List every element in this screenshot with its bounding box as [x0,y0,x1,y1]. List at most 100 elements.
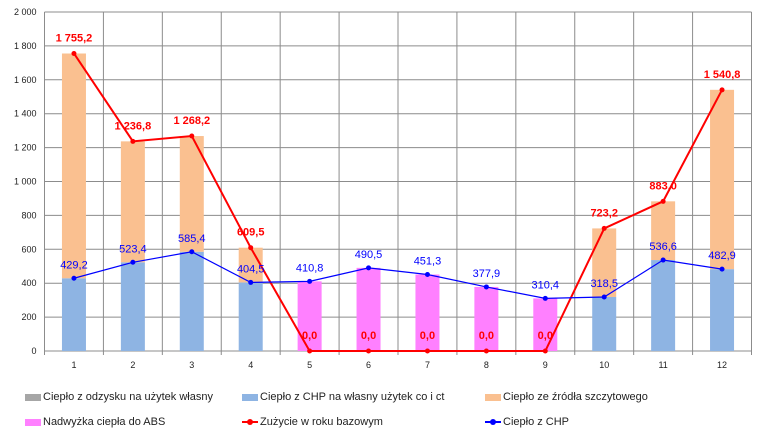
legend-swatch [25,393,41,401]
x-tick-label: 10 [599,360,609,370]
data-point [366,265,372,271]
bar-segment [61,53,86,279]
legend-label: Nadwyżka ciepła do ABS [43,416,166,428]
bar-segment [179,251,204,351]
data-point [719,266,725,272]
data-point [719,87,725,93]
data-label: 310,4 [532,279,560,291]
y-tick-label: 200 [21,312,36,322]
data-label: 1 540,8 [704,69,741,81]
data-label: 0,0 [479,330,494,342]
bar-segment [120,141,145,263]
data-point [424,348,430,354]
data-point [189,249,195,255]
y-tick-label: 1 200 [14,143,37,153]
y-tick-label: 600 [21,244,36,254]
bar-segment [238,282,263,351]
data-point [542,295,548,301]
bar-segment [474,286,499,351]
y-tick-label: 1 000 [14,177,37,187]
data-label: 318,5 [590,278,618,290]
data-point [130,259,136,265]
data-point [248,245,254,251]
bar-segment [415,274,440,351]
data-point [424,272,430,278]
y-tick-label: 1 600 [14,75,37,85]
data-point [71,50,77,56]
data-point [483,348,489,354]
data-label: 609,5 [237,227,265,239]
data-label: 482,9 [708,250,736,262]
data-label: 1 268,2 [173,115,210,127]
data-label: 0,0 [302,330,317,342]
legend-line-marker [485,419,501,425]
x-tick-label: 1 [71,360,76,370]
data-label: 404,5 [237,263,265,275]
legend-label: Zużycie w roku bazowym [260,416,383,428]
legend-line-marker [242,419,258,425]
legend-label: Ciepło z odzysku na użytek własny [43,391,213,403]
legend-item: Ciepło z CHP na własny użytek co i ct [242,391,444,403]
data-label: 585,4 [178,233,206,245]
bar-segment [61,278,86,351]
series-line [73,251,723,299]
legend-label: Ciepło ze źródła szczytowego [503,391,648,403]
bar-segment [651,201,676,261]
y-tick-label: 800 [21,210,36,220]
data-point [366,348,372,354]
legend-item: Zużycie w roku bazowym [242,416,383,428]
data-label: 377,9 [473,268,501,280]
data-label: 0,0 [361,330,376,342]
x-tick-label: 11 [658,360,667,370]
data-point [130,138,136,144]
bar-segment [297,281,322,351]
x-tick-label: 12 [717,360,727,370]
bar-segment [179,136,204,252]
data-point [71,275,77,281]
bar-segment [356,267,381,351]
bar-segment [710,89,735,270]
legend-item: Ciepło z CHP [485,416,569,428]
data-label: 1 755,2 [56,32,93,44]
y-tick-label: 0 [31,346,36,356]
data-label: 523,4 [119,243,147,255]
y-tick-label: 2 000 [14,7,37,17]
y-tick-label: 1 800 [14,41,37,51]
data-label: 429,2 [60,259,88,271]
data-label: 0,0 [538,330,553,342]
legend-item: Nadwyżka ciepła do ABS [25,416,165,428]
data-point [483,284,489,290]
legend-label: Ciepło z CHP na własny użytek co i ct [260,391,445,403]
legend-swatch [25,418,41,426]
data-point [189,133,195,139]
x-tick-label: 7 [425,360,430,370]
bar-segment [710,269,735,351]
x-tick-label: 2 [130,360,135,370]
x-tick-label: 5 [307,360,312,370]
series-line [73,52,723,352]
bar-segment [592,297,617,351]
x-tick-label: 4 [248,360,253,370]
legend-label: Ciepło z CHP [503,416,570,428]
chart-plot: 0 200 400 600 800 1 000 1 200 1 400 1 600 1 800 2 … [14,7,752,370]
x-tick-label: 6 [366,360,371,370]
bar-segment [592,228,617,298]
data-point [307,348,313,354]
y-tick-label: 400 [21,278,36,288]
data-point [248,279,254,285]
bar-segment [651,260,676,351]
y-tick-label: 1 400 [14,109,37,119]
x-tick-label: 3 [189,360,194,370]
legend-item: Ciepło z odzysku na użytek własny [25,391,213,403]
data-point [601,294,607,300]
legend-swatch [485,393,501,401]
data-label: 490,5 [355,249,383,261]
data-label: 536,6 [649,241,677,253]
x-tick-label: 9 [543,360,548,370]
data-point [307,278,313,284]
legend-swatch [242,393,258,401]
data-label: 0,0 [420,330,435,342]
data-label: 1 236,8 [115,120,152,132]
data-point [660,198,666,204]
